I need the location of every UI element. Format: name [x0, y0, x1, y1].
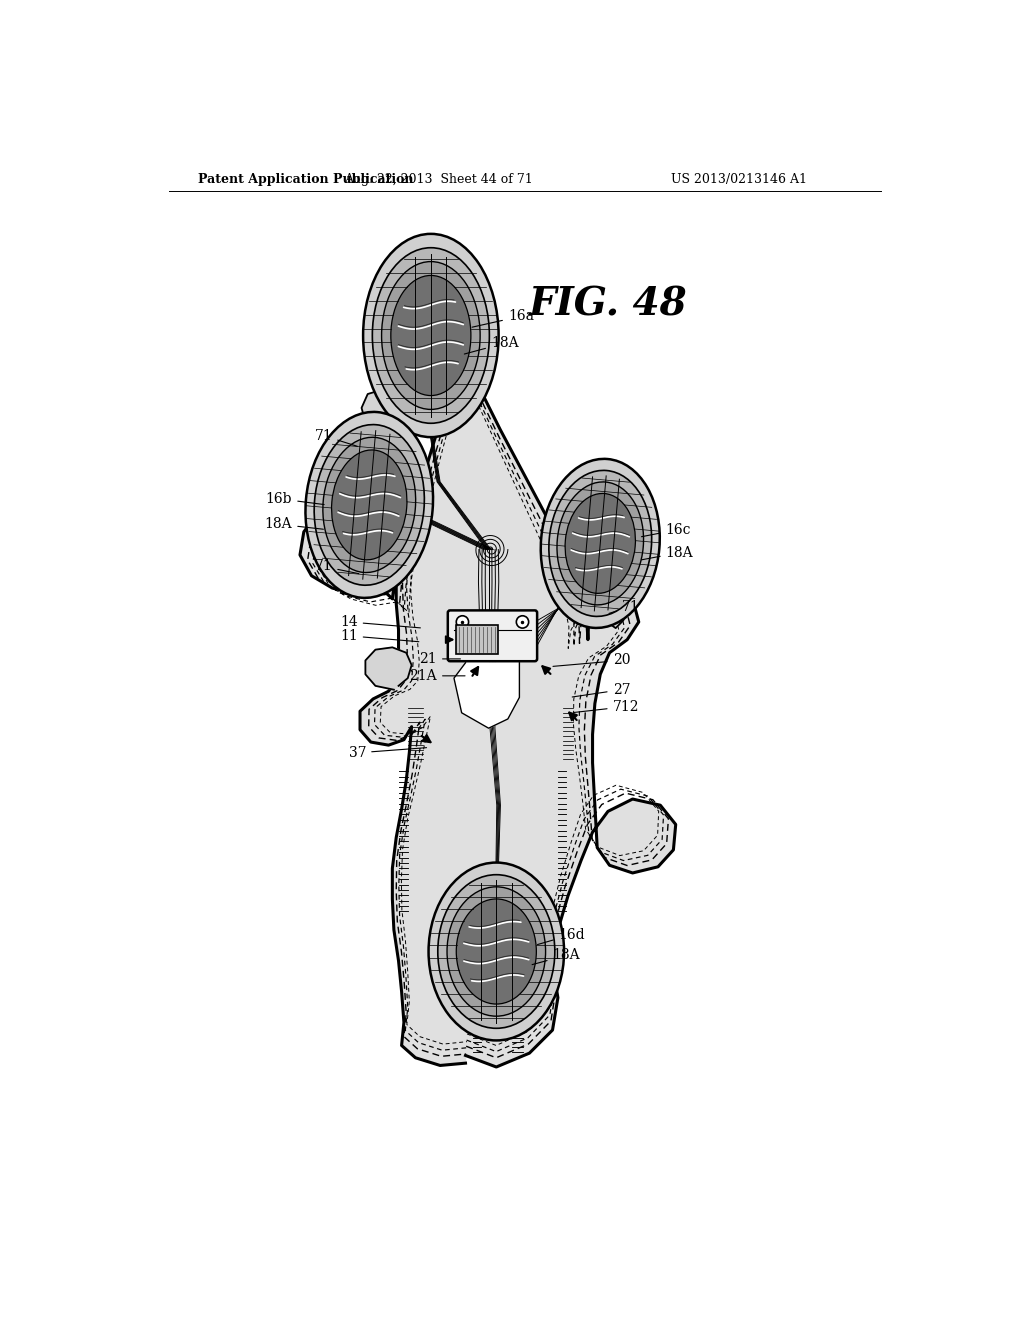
Text: FIG. 48: FIG. 48	[528, 285, 687, 323]
Circle shape	[457, 615, 469, 628]
Text: 37: 37	[348, 746, 427, 760]
Text: 20: 20	[553, 653, 630, 668]
Ellipse shape	[457, 899, 537, 1005]
Text: 16d: 16d	[538, 928, 586, 945]
Circle shape	[516, 615, 528, 628]
Ellipse shape	[314, 425, 424, 585]
Polygon shape	[591, 589, 628, 628]
Polygon shape	[361, 389, 407, 436]
Text: 71: 71	[314, 560, 358, 574]
Ellipse shape	[364, 234, 499, 437]
Ellipse shape	[565, 494, 636, 594]
Text: Patent Application Publication: Patent Application Publication	[199, 173, 414, 186]
Ellipse shape	[447, 887, 546, 1016]
Text: 71: 71	[609, 599, 640, 614]
Ellipse shape	[382, 261, 480, 409]
Text: 16a: 16a	[472, 309, 534, 327]
Polygon shape	[300, 244, 676, 1067]
Text: 21A: 21A	[410, 669, 465, 682]
Ellipse shape	[391, 276, 471, 396]
Ellipse shape	[429, 862, 564, 1040]
Ellipse shape	[373, 248, 489, 424]
Text: Aug. 22, 2013  Sheet 44 of 71: Aug. 22, 2013 Sheet 44 of 71	[344, 173, 532, 186]
Text: US 2013/0213146 A1: US 2013/0213146 A1	[671, 173, 807, 186]
Ellipse shape	[332, 450, 407, 560]
Text: 18A: 18A	[532, 948, 581, 965]
Bar	[456, 626, 499, 655]
Ellipse shape	[549, 470, 651, 616]
Text: 712: 712	[573, 700, 639, 714]
Text: 14: 14	[340, 615, 421, 628]
Text: 71: 71	[314, 429, 357, 446]
Polygon shape	[454, 663, 519, 729]
Ellipse shape	[323, 437, 416, 573]
FancyBboxPatch shape	[447, 610, 538, 661]
Ellipse shape	[438, 875, 555, 1028]
Ellipse shape	[557, 482, 643, 605]
Text: 11: 11	[340, 628, 419, 643]
Text: 21: 21	[420, 652, 461, 665]
Text: 16b: 16b	[266, 492, 325, 506]
Text: 18A: 18A	[264, 517, 324, 531]
Polygon shape	[366, 647, 412, 689]
Ellipse shape	[305, 412, 433, 598]
Text: 18A: 18A	[464, 337, 518, 354]
Ellipse shape	[541, 459, 659, 628]
Text: 16c: 16c	[641, 523, 691, 537]
Text: 27: 27	[572, 682, 630, 697]
Text: 18A: 18A	[641, 545, 693, 560]
